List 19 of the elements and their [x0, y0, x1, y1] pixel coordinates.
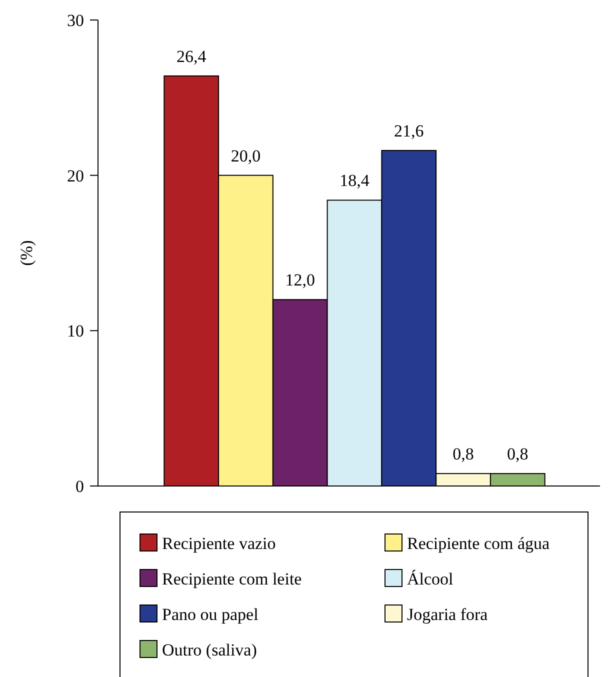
legend-label: Recipiente com água [407, 534, 550, 553]
legend-label: Pano ou papel [162, 604, 259, 624]
data-label: 26,4 [176, 46, 207, 66]
y-tick-label: 0 [76, 476, 84, 496]
legend-label: Recipiente vazio [162, 534, 276, 553]
y-tick-label: 20 [67, 166, 84, 186]
legend-label: Jogaria fora [407, 604, 488, 624]
legend-label: Recipiente com leite [162, 569, 302, 588]
data-label: 12,0 [285, 270, 315, 290]
y-tick-label: 10 [67, 322, 84, 341]
legend-label: Outro (saliva) [162, 640, 257, 660]
y-axis-title: (%) [17, 240, 36, 266]
data-label: 0,8 [507, 444, 528, 464]
data-label: 20,0 [230, 146, 261, 166]
data-label: 21,6 [394, 121, 424, 140]
legend-label: Álcool [407, 569, 454, 588]
data-label: 0,8 [452, 444, 474, 464]
data-label: 18,4 [340, 171, 370, 190]
y-tick-label: 30 [67, 10, 84, 30]
